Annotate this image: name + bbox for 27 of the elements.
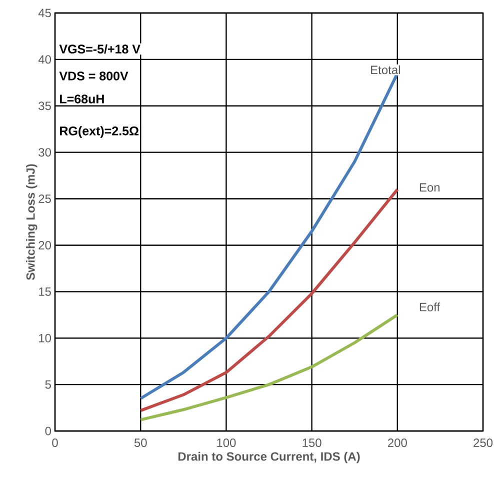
x-tick-label: 200 [388, 438, 407, 448]
y-axis-title: Switching Loss (mJ) [26, 164, 38, 280]
y-tick-label: 0 [45, 426, 52, 436]
y-tick-label: 30 [38, 148, 52, 157]
x-tick-label: 0 [52, 438, 58, 448]
y-tick-label: 40 [38, 55, 52, 64]
x-tick-label: 50 [134, 438, 147, 448]
y-tick-label: 15 [39, 287, 51, 296]
x-tick-label: 100 [217, 438, 236, 448]
annotation: VGS=-5/+18 V [59, 44, 140, 54]
annotation: L=68uH [60, 94, 104, 104]
series-label: Eon [420, 183, 440, 192]
x-tick-label: 250 [474, 438, 493, 448]
y-tick-label: 20 [38, 240, 52, 250]
y-tick-label: 10 [39, 334, 52, 342]
x-tick-label: 150 [302, 438, 322, 448]
series-label: Eoff [420, 302, 440, 312]
line-series [139, 313, 399, 422]
annotation: VDS = 800V [59, 72, 128, 80]
series-label: Etotal [371, 65, 400, 74]
y-tick-label: 5 [45, 380, 51, 389]
y-tick-label: 25 [38, 194, 51, 204]
annotation: RG(ext)=2.5Ω [60, 126, 139, 138]
y-tick-label: 35 [38, 102, 51, 110]
y-tick-label: 45 [38, 8, 51, 18]
line-series [139, 188, 399, 412]
x-axis-title: Drain to Source Current, IDS (A) [178, 452, 360, 464]
